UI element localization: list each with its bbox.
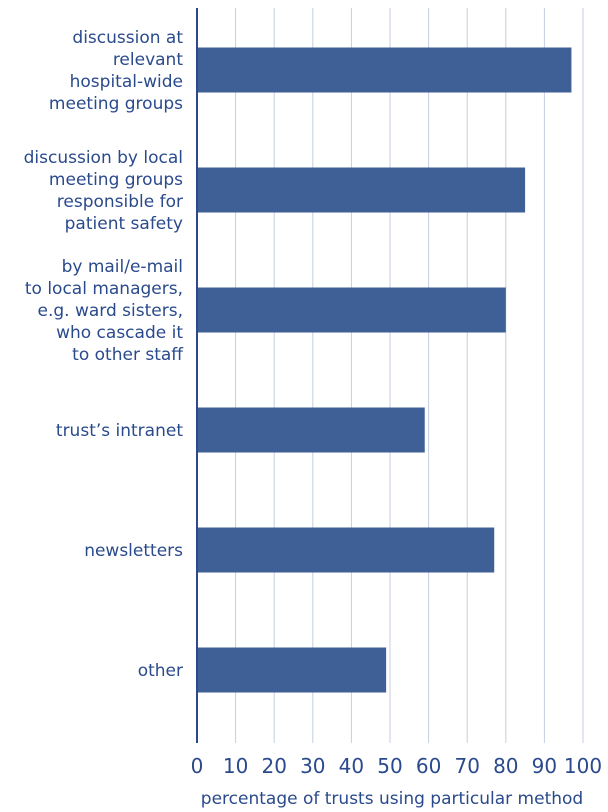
category-label-line: e.g. ward sisters, bbox=[38, 301, 183, 321]
x-tick-label: 70 bbox=[454, 754, 479, 778]
category-label-line: relevant bbox=[113, 50, 184, 70]
category-label: discussion at relevant hospital-wide meetin… bbox=[49, 28, 183, 114]
x-tick-label: 30 bbox=[300, 754, 325, 778]
category-label-line: discussion by local bbox=[24, 148, 183, 168]
x-tick-label: 90 bbox=[532, 754, 557, 778]
x-tick-label: 60 bbox=[416, 754, 441, 778]
bar bbox=[198, 527, 495, 573]
category-label-line: by mail/e-mail bbox=[62, 257, 183, 277]
x-tick-label: 80 bbox=[493, 754, 518, 778]
bar bbox=[198, 647, 387, 693]
bar bbox=[198, 167, 526, 213]
category-label: trust’s intranet bbox=[56, 421, 183, 441]
category-label-line: other bbox=[138, 661, 183, 681]
category-label-line: meeting groups bbox=[49, 94, 183, 114]
category-label-line: meeting groups bbox=[49, 170, 183, 190]
category-label-line: trust’s intranet bbox=[56, 421, 183, 441]
bar bbox=[198, 47, 572, 93]
grid-lines bbox=[235, 8, 584, 743]
category-label-line: newsletters bbox=[84, 541, 183, 561]
x-tick-label: 40 bbox=[339, 754, 364, 778]
category-label-line: to other staff bbox=[72, 345, 184, 365]
category-label-line: patient safety bbox=[65, 214, 183, 234]
category-label: other bbox=[138, 661, 183, 681]
x-tick-label: 20 bbox=[261, 754, 286, 778]
x-tick-label: 100 bbox=[564, 754, 602, 778]
bar bbox=[198, 407, 425, 453]
bars bbox=[198, 47, 572, 693]
x-tick-label: 0 bbox=[191, 754, 204, 778]
category-label: newsletters bbox=[84, 541, 183, 561]
category-label-line: to local managers, bbox=[25, 279, 183, 299]
category-label-line: responsible for bbox=[57, 192, 183, 212]
category-label: by mail/e-mail to local managers, e.g. war… bbox=[25, 257, 184, 365]
category-label-line: discussion at bbox=[72, 28, 183, 48]
category-label-line: who cascade it bbox=[56, 323, 183, 343]
x-tick-label: 10 bbox=[223, 754, 248, 778]
x-axis-title: percentage of trusts using particular me… bbox=[201, 789, 583, 809]
x-tick-labels: 0 10 20 30 40 50 60 70 80 90 100 bbox=[191, 754, 602, 778]
category-labels: discussion at relevant hospital-wide meetin… bbox=[24, 28, 185, 681]
category-label-line: hospital-wide bbox=[70, 72, 183, 92]
x-tick-label: 50 bbox=[377, 754, 402, 778]
bar bbox=[198, 287, 506, 333]
category-label: discussion by local meeting groups respons… bbox=[24, 148, 184, 234]
